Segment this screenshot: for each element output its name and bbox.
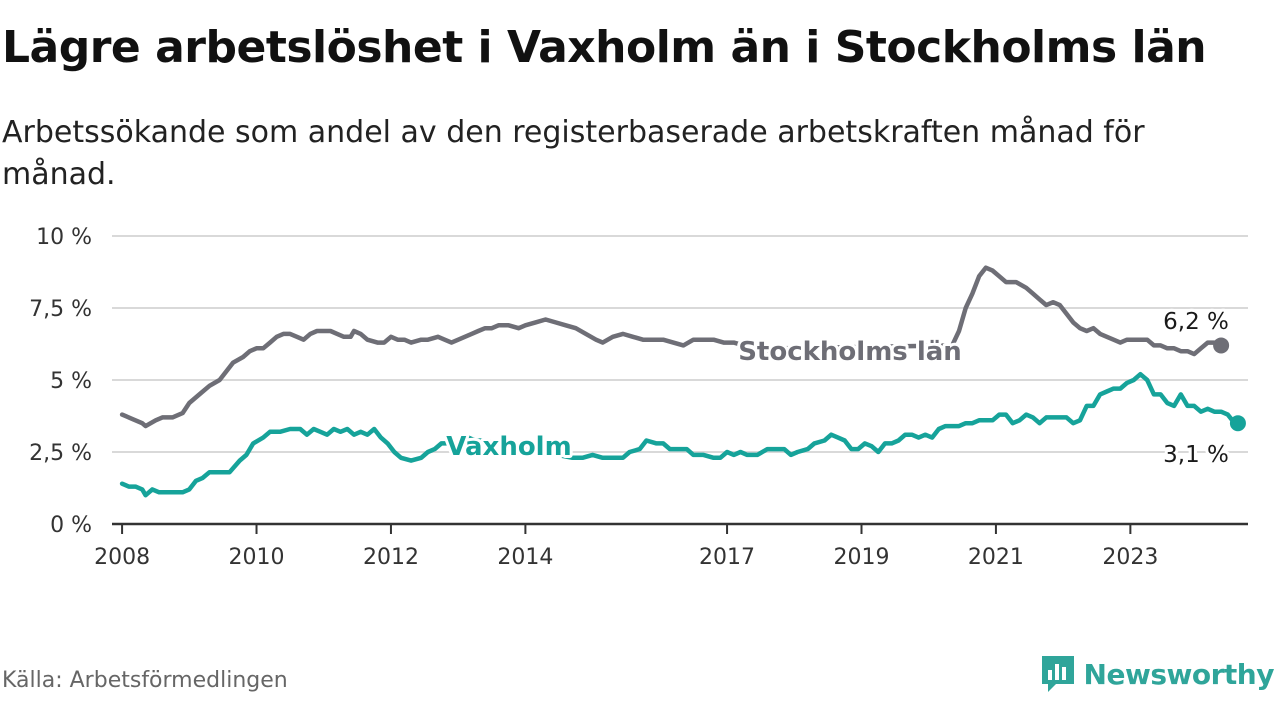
x-tick-label: 2014	[497, 545, 553, 570]
x-tick-label: 2010	[229, 545, 285, 570]
series-lines	[119, 265, 1246, 498]
y-tick-label: 5 %	[50, 369, 92, 394]
series-line-stockholms-l-n	[119, 265, 1224, 429]
newsworthy-logo: Newsworthy	[1040, 654, 1275, 694]
series-line-vaxholm	[119, 371, 1241, 498]
end-value-label-stockholms-lan: 6,2 %	[1163, 309, 1229, 335]
series-end-point-vaxholm	[1229, 415, 1246, 432]
y-tick-label: 10 %	[36, 225, 92, 250]
source-note: Källa: Arbetsförmedlingen	[2, 668, 288, 693]
x-tick-label: 2008	[94, 545, 150, 570]
y-tick-label: 7,5 %	[29, 297, 92, 322]
chart-subtitle: Arbetssökande som andel av den registerb…	[2, 115, 1145, 192]
series-end-point-stockholms-l-n	[1213, 337, 1230, 354]
x-axis-tick-labels: 2008 2010 2012 2014 2017 2019 2021 2023	[94, 524, 1158, 570]
x-tick-label: 2021	[968, 545, 1024, 570]
y-tick-label: 2,5 %	[29, 441, 92, 466]
x-tick-label: 2017	[699, 545, 755, 570]
x-tick-label: 2023	[1102, 545, 1158, 570]
newsworthy-logo-icon	[1041, 656, 1074, 692]
series-label-vaxholm: Vaxholm	[446, 432, 571, 462]
x-tick-label: 2019	[833, 545, 889, 570]
y-axis-tick-labels: 0 % 2,5 % 5 % 7,5 % 10 %	[29, 225, 92, 538]
brand-name: Newsworthy	[1083, 657, 1275, 691]
y-tick-label: 0 %	[50, 513, 92, 538]
grid-lines	[112, 235, 1248, 453]
end-value-label-vaxholm: 3,1 %	[1163, 442, 1229, 468]
x-tick-label: 2012	[363, 545, 419, 570]
series-labels: Stockholms län Vaxholm 6,2 % 3,1 %	[443, 306, 1232, 471]
series-label-stockholms-lan: Stockholms län	[738, 337, 962, 367]
chart-title: Lägre arbetslöshet i Vaxholm än i Stockh…	[2, 22, 1207, 73]
